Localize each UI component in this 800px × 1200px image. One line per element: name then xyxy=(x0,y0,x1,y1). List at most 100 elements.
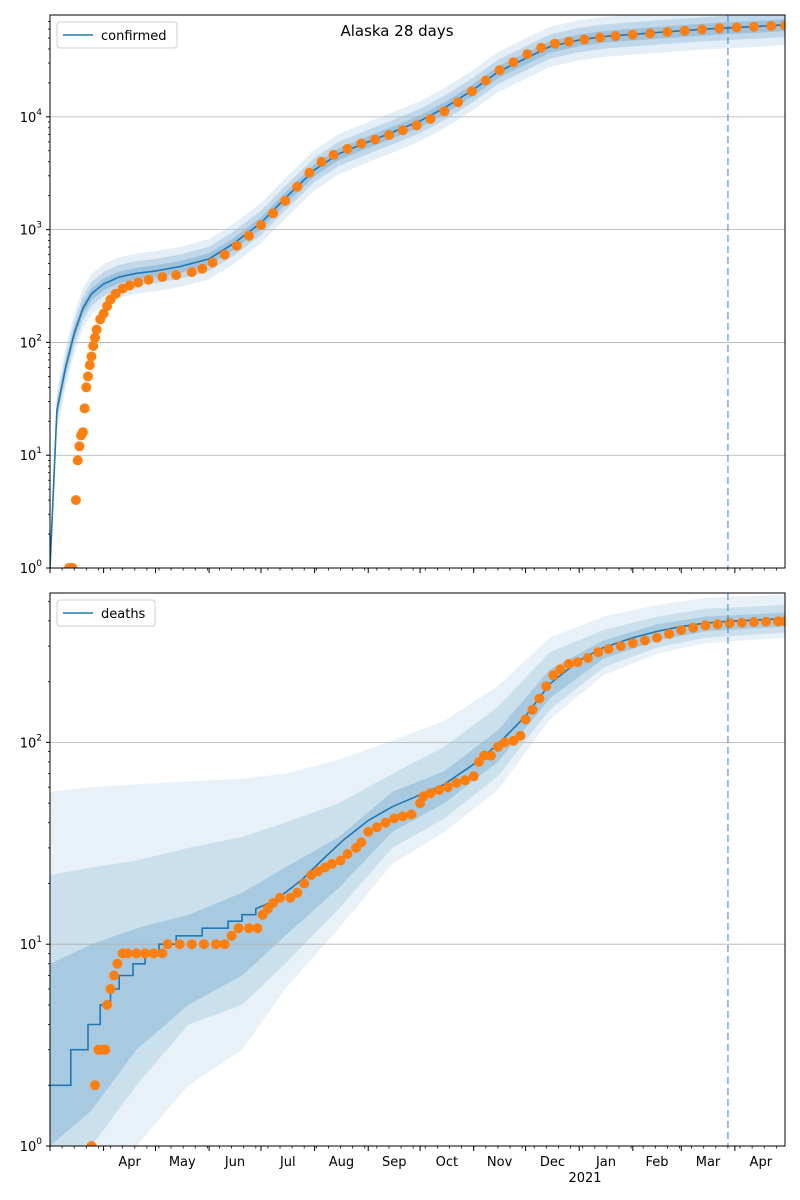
observed-point xyxy=(406,809,417,820)
x-tick-label: Apr xyxy=(118,1155,141,1170)
y-tick-label: 104 xyxy=(20,108,43,126)
observed-point xyxy=(397,811,408,822)
plot-frame xyxy=(49,14,786,569)
observed-point xyxy=(627,638,638,649)
observed-point xyxy=(480,75,491,86)
y-tick-label: 102 xyxy=(20,733,42,751)
observed-point xyxy=(268,208,279,219)
observed-point xyxy=(411,120,422,131)
observed-point xyxy=(508,735,519,746)
observed-point xyxy=(304,167,315,178)
observed-point xyxy=(425,788,436,799)
observed-point xyxy=(328,149,339,160)
model-line xyxy=(50,24,785,568)
uncertainty-band-2 xyxy=(50,594,785,1146)
observed-point xyxy=(603,644,614,655)
observed-point xyxy=(442,782,453,793)
x-tick-label: Jan xyxy=(595,1155,616,1170)
x-tick-label: Jun xyxy=(224,1155,245,1170)
observed-point xyxy=(595,32,605,43)
observed-point xyxy=(186,267,197,278)
x-tick-label: Apr xyxy=(750,1155,773,1170)
y-tick-label: 101 xyxy=(20,935,42,953)
y-tick-label: 100 xyxy=(20,1137,43,1155)
observed-point xyxy=(439,106,450,117)
legend-label: confirmed xyxy=(101,29,167,44)
observed-point xyxy=(780,616,785,627)
observed-point xyxy=(102,999,113,1010)
observed-point xyxy=(536,42,547,53)
observed-point xyxy=(712,619,723,630)
observed-point xyxy=(652,632,662,643)
observed-point xyxy=(219,249,230,260)
x-tick-label: Feb xyxy=(645,1155,668,1170)
observed-point xyxy=(761,616,771,627)
confirmed-legend: confirmed xyxy=(56,21,178,49)
observed-point xyxy=(460,775,471,786)
deaths-panel: 100 101 102 deaths xyxy=(20,592,786,1155)
observed-point xyxy=(342,143,353,154)
x-axis-ticks: Apr May Jun Jul Aug Sep Oct Nov Dec Jan Feb Mar Apr xyxy=(118,1155,772,1170)
observed-point xyxy=(451,777,462,788)
x-tick-label: Oct xyxy=(436,1155,458,1170)
deaths-observed-points xyxy=(86,616,785,1146)
observed-point xyxy=(81,382,92,393)
observed-point xyxy=(736,617,747,628)
x-tick-label: Nov xyxy=(487,1155,513,1170)
observed-point xyxy=(233,923,244,934)
observed-point xyxy=(342,849,353,859)
observed-point xyxy=(363,826,374,837)
observed-point xyxy=(335,855,346,866)
observed-point xyxy=(356,138,367,149)
observed-point xyxy=(515,730,526,741)
observed-point xyxy=(563,36,574,47)
x-axis-year-label: 2021 xyxy=(568,1171,601,1186)
observed-point xyxy=(100,1044,111,1055)
observed-point xyxy=(162,939,173,950)
observed-point xyxy=(370,134,381,145)
y-tick-label: 103 xyxy=(20,221,42,239)
observed-point xyxy=(186,939,197,950)
observed-point xyxy=(534,693,545,704)
y-tick-label: 101 xyxy=(20,446,42,464)
observed-point xyxy=(140,948,151,959)
observed-point xyxy=(563,658,574,669)
observed-point xyxy=(231,240,242,251)
confirmed-panel: 100 101 102 103 104 confirmed xyxy=(20,14,786,577)
observed-point xyxy=(731,22,742,33)
observed-point xyxy=(74,441,85,452)
y-tick-label: 102 xyxy=(20,333,42,351)
observed-point xyxy=(748,617,759,627)
observed-point xyxy=(780,20,785,31)
observed-point xyxy=(98,308,109,319)
observed-point xyxy=(88,341,99,351)
observed-point xyxy=(467,86,477,97)
observed-point xyxy=(72,455,83,466)
observed-point xyxy=(292,887,303,898)
x-tick-label: Mar xyxy=(696,1155,721,1170)
observed-point xyxy=(110,288,121,299)
observed-point xyxy=(679,25,690,36)
observed-point xyxy=(610,31,621,42)
confirmed-observed-points xyxy=(64,20,785,568)
observed-point xyxy=(380,817,391,828)
observed-point xyxy=(548,670,559,681)
observed-point xyxy=(171,270,182,281)
observed-point xyxy=(79,403,90,414)
observed-point xyxy=(714,23,725,34)
observed-point xyxy=(522,49,533,60)
observed-point xyxy=(252,923,263,934)
x-tick-label: Sep xyxy=(382,1155,407,1170)
x-tick-label: May xyxy=(169,1155,196,1170)
observed-point xyxy=(292,181,303,192)
observed-point xyxy=(219,939,230,950)
observed-point xyxy=(112,958,123,969)
observed-point xyxy=(520,714,531,725)
observed-point xyxy=(157,272,168,282)
observed-point xyxy=(124,280,135,291)
observed-point xyxy=(486,750,496,761)
observed-point xyxy=(356,837,367,848)
observed-point xyxy=(275,892,285,903)
observed-point xyxy=(508,57,519,68)
observed-point xyxy=(527,704,538,715)
